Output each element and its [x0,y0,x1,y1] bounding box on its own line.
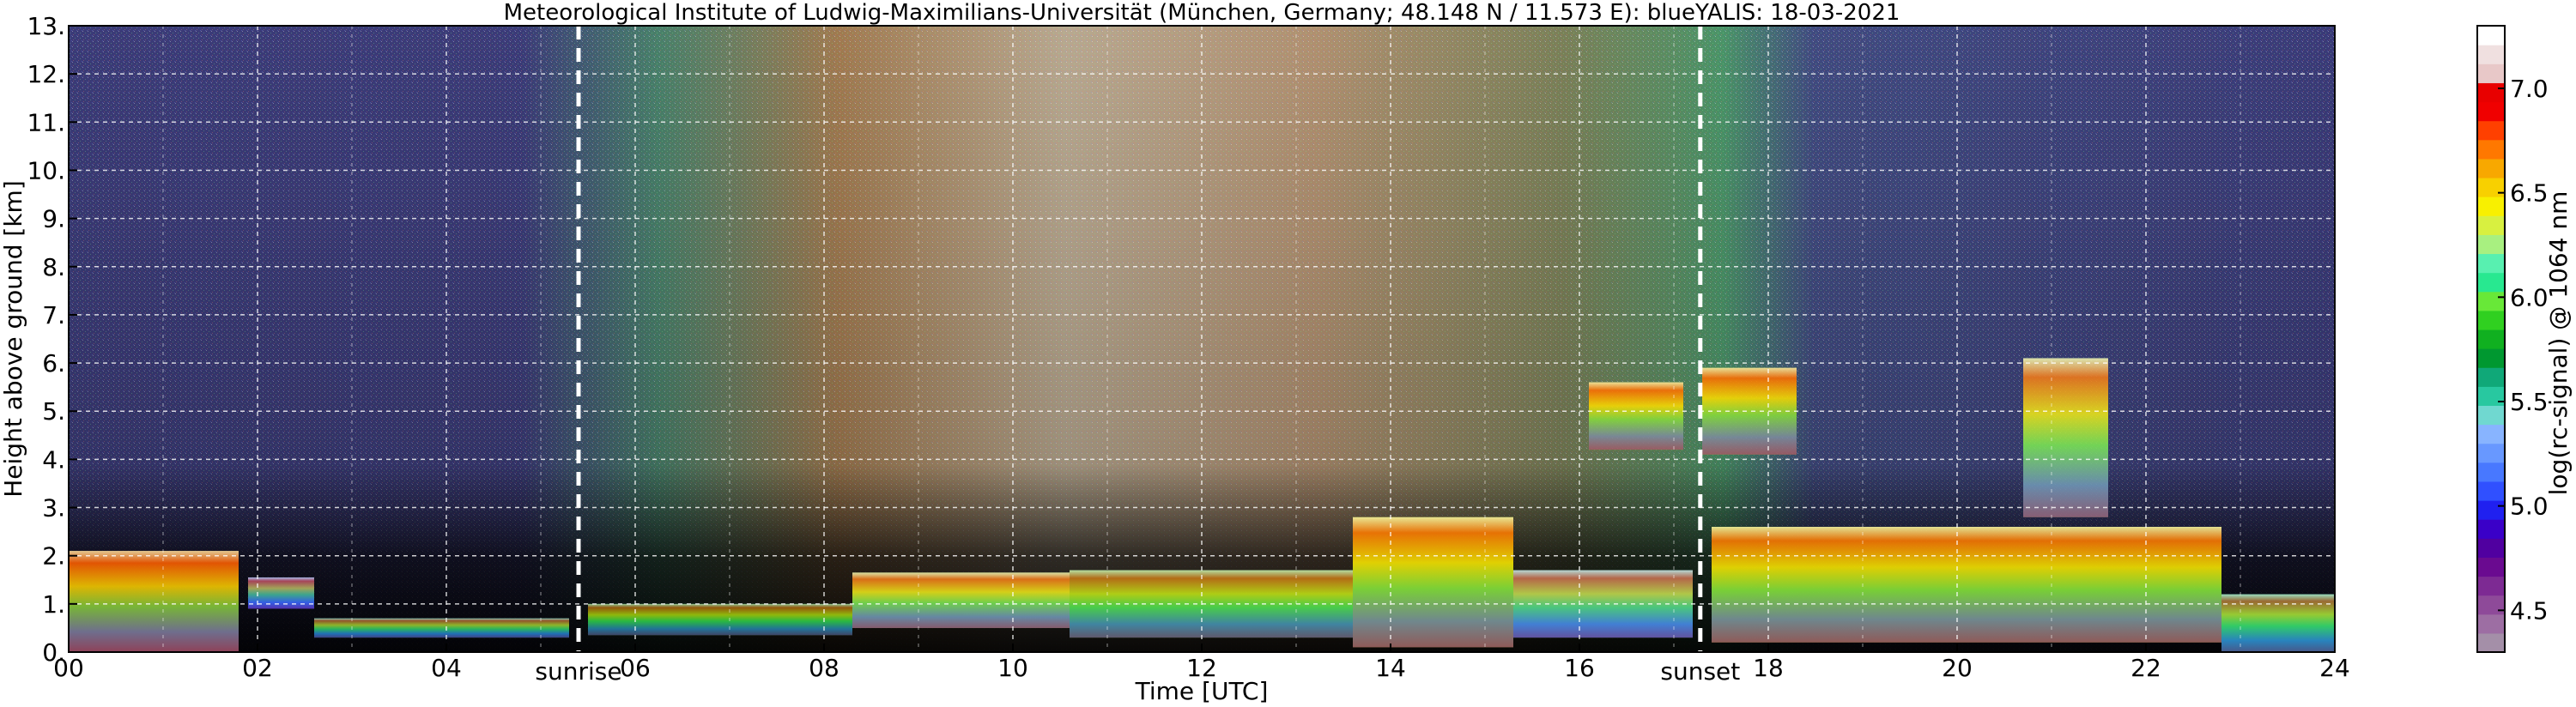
x-tick-label: 20 [1942,654,1973,682]
colorbar-frame [2476,25,2506,653]
x-tick-label: 00 [53,654,84,682]
colorbar-swatch [2477,443,2505,463]
colorbar-label: log(rc-signal) @ 1064 nm [2544,191,2573,496]
y-tick-label: 12. [27,60,65,88]
sun-markers: sunrise sunset [535,26,1740,686]
y-tick-label: 2. [42,542,65,571]
y-tick-label: 7. [42,301,65,329]
y-tick-label: 0. [42,638,65,667]
y-axis-ticks: 0. 1. 2. 3. 4. 5. 6. 7. 8. 9. 10. 11. 12. 13. [27,12,77,667]
colorbar-swatch [2477,291,2505,311]
colorbar-swatch [2477,632,2505,653]
colorbar-swatch [2477,101,2505,122]
colorbar-ticks: 4.5 5.0 5.5 6.0 6.5 7.0 [2498,75,2549,625]
x-tick-label: 12 [1186,654,1217,682]
colorbar-tick-label: 4.5 [2510,596,2549,625]
y-axis-label: Height above ground [km] [0,180,27,498]
feature-layer-shading-2 [314,618,569,638]
colorbar-swatches [2477,26,2505,653]
x-tick-label: 08 [809,654,839,682]
y-tick-label: 10. [27,156,65,184]
feature-layer-shading-8 [1589,382,1683,450]
colorbar-swatch [2477,26,2505,45]
colorbar-swatch [2477,519,2505,539]
x-tick-label: 18 [1753,654,1784,682]
y-tick-label: 3. [42,494,65,523]
x-tick-label: 02 [242,654,273,682]
colorbar-swatch [2477,424,2505,444]
colorbar-swatch [2477,613,2505,634]
colorbar-swatch [2477,462,2505,482]
colorbar: 4.5 5.0 5.5 6.0 6.5 7.0 log(rc-signal) @ 1064… [2476,25,2573,653]
colorbar-swatch [2477,500,2505,520]
colorbar-tick-label: 5.0 [2510,492,2549,521]
chart-title: Meteorological Institute of Ludwig-Maxim… [504,0,1900,26]
y-tick-label: 9. [42,205,65,233]
colorbar-swatch [2477,405,2505,426]
y-tick-label: 8. [42,253,65,281]
colorbar-swatch [2477,158,2505,178]
x-tick-label: 24 [2319,654,2350,682]
grid-lines [68,25,2336,653]
feature-layer-shading-10 [2023,358,2108,517]
colorbar-swatch [2477,215,2505,235]
colorbar-swatch [2477,253,2505,274]
feature-layer-shading-4 [852,572,1070,628]
x-axis-ticks: 00 02 04 06 08 10 12 14 16 18 20 22 24 [53,644,2350,682]
x-tick-label: 04 [431,654,462,682]
colorbar-swatch [2477,196,2505,216]
x-tick-label: 06 [620,654,651,682]
colorbar-swatch [2477,272,2505,293]
y-tick-label: 11. [27,108,65,136]
colorbar-swatch [2477,45,2505,64]
feature-layer-shading-6 [1353,517,1513,648]
colorbar-swatch [2477,234,2505,255]
colorbar-swatch [2477,329,2505,349]
colorbar-swatch [2477,348,2505,368]
colorbar-swatch [2477,367,2505,387]
x-tick-label: 16 [1564,654,1595,682]
x-tick-label: 10 [997,654,1028,682]
feature-layer-shading-0 [69,551,239,652]
colorbar-tick-label: 7.0 [2510,75,2549,103]
colorbar-swatch [2477,120,2505,141]
colorbar-swatch [2477,538,2505,558]
colorbar-swatch [2477,576,2505,596]
feature-layer-shading-11 [1712,527,2221,643]
feature-layer-shading-9 [1702,367,1797,455]
x-tick-label: 14 [1375,654,1406,682]
y-tick-label: 13. [27,12,65,40]
colorbar-swatch [2477,177,2505,197]
x-tick-label: 22 [2131,654,2161,682]
feature-layer-shading-12 [2221,594,2335,652]
y-tick-label: 6. [42,349,65,378]
colorbar-swatch [2477,386,2505,407]
sunset-label: sunset [1660,657,1740,686]
colorbar-swatch [2477,557,2505,577]
colorbar-swatch [2477,82,2505,103]
y-tick-label: 4. [42,445,65,474]
feature-layer-shading-3 [588,603,852,636]
colorbar-tick-label: 6.0 [2510,283,2549,311]
colorbar-tick-label: 6.5 [2510,179,2549,208]
colorbar-swatch [2477,63,2505,83]
colorbar-swatch [2477,139,2505,160]
y-tick-label: 5. [42,397,65,426]
feature-layer-shading-7 [1513,570,1693,638]
colorbar-swatch [2477,480,2505,501]
colorbar-swatch [2477,595,2505,615]
x-axis-label: Time [UTC] [1135,677,1269,705]
colorbar-tick-label: 5.5 [2510,388,2549,416]
colorbar-swatch [2477,310,2505,330]
y-tick-label: 1. [42,590,65,619]
sunrise-label: sunrise [535,657,621,686]
